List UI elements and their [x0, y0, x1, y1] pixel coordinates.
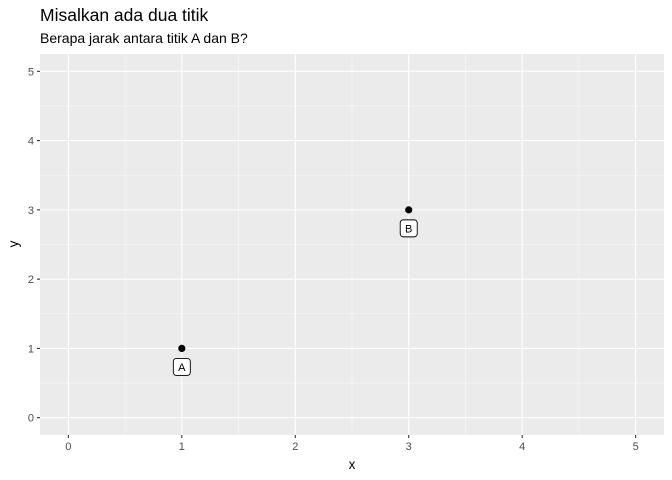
- y-tick-label: 2: [28, 274, 34, 286]
- x-tick-label: 3: [406, 441, 412, 453]
- point-label: A: [178, 362, 186, 374]
- x-tick-label: 1: [179, 441, 185, 453]
- grid-major: [40, 54, 664, 435]
- x-tick-label: 5: [633, 441, 639, 453]
- point-label-box: [399, 219, 418, 238]
- y-tick-label: 5: [28, 66, 34, 78]
- y-tick-label: 3: [28, 205, 34, 217]
- data-point-a: [178, 344, 186, 353]
- x-tick-label: 0: [65, 441, 71, 453]
- data-point-b: [405, 206, 413, 214]
- grid-minor: [40, 54, 664, 435]
- y-tick-label: 1: [28, 343, 34, 355]
- x-tick-label: 2: [292, 441, 298, 453]
- x-axis: 0 1 2 3 4 5: [65, 435, 639, 453]
- y-tick-label: 4: [28, 136, 34, 148]
- x-axis-title: x: [349, 457, 356, 472]
- points: AB: [172, 206, 418, 376]
- x-tick-label: 4: [519, 441, 525, 453]
- y-axis: 0 1 2 3 4 5: [28, 66, 40, 425]
- chart-subtitle: Berapa jarak antara titik A dan B?: [40, 30, 248, 46]
- y-axis-title: y: [6, 240, 21, 247]
- y-tick-label: 0: [28, 413, 34, 425]
- point-label-box: [172, 357, 191, 376]
- point-label: B: [405, 223, 412, 235]
- chart-title: Misalkan ada dua titik: [40, 5, 209, 25]
